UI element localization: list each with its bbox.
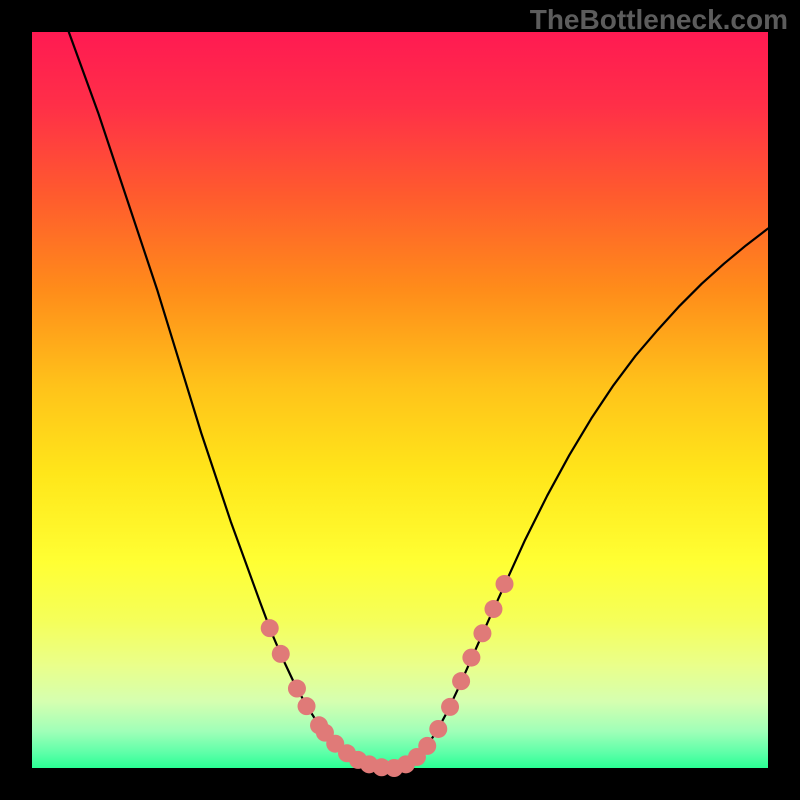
series-marker	[473, 624, 491, 642]
series-marker	[261, 619, 279, 637]
chart-container: TheBottleneck.com	[0, 0, 800, 800]
series-marker	[272, 645, 290, 663]
series-marker	[496, 575, 514, 593]
series-marker	[462, 649, 480, 667]
series-marker	[452, 672, 470, 690]
series-marker	[429, 720, 447, 738]
bottleneck-curve-chart	[0, 0, 800, 800]
series-marker	[298, 697, 316, 715]
series-marker	[441, 698, 459, 716]
series-marker	[484, 600, 502, 618]
series-marker	[418, 737, 436, 755]
series-marker	[288, 680, 306, 698]
gradient-background	[32, 32, 768, 768]
watermark-label: TheBottleneck.com	[530, 4, 788, 36]
